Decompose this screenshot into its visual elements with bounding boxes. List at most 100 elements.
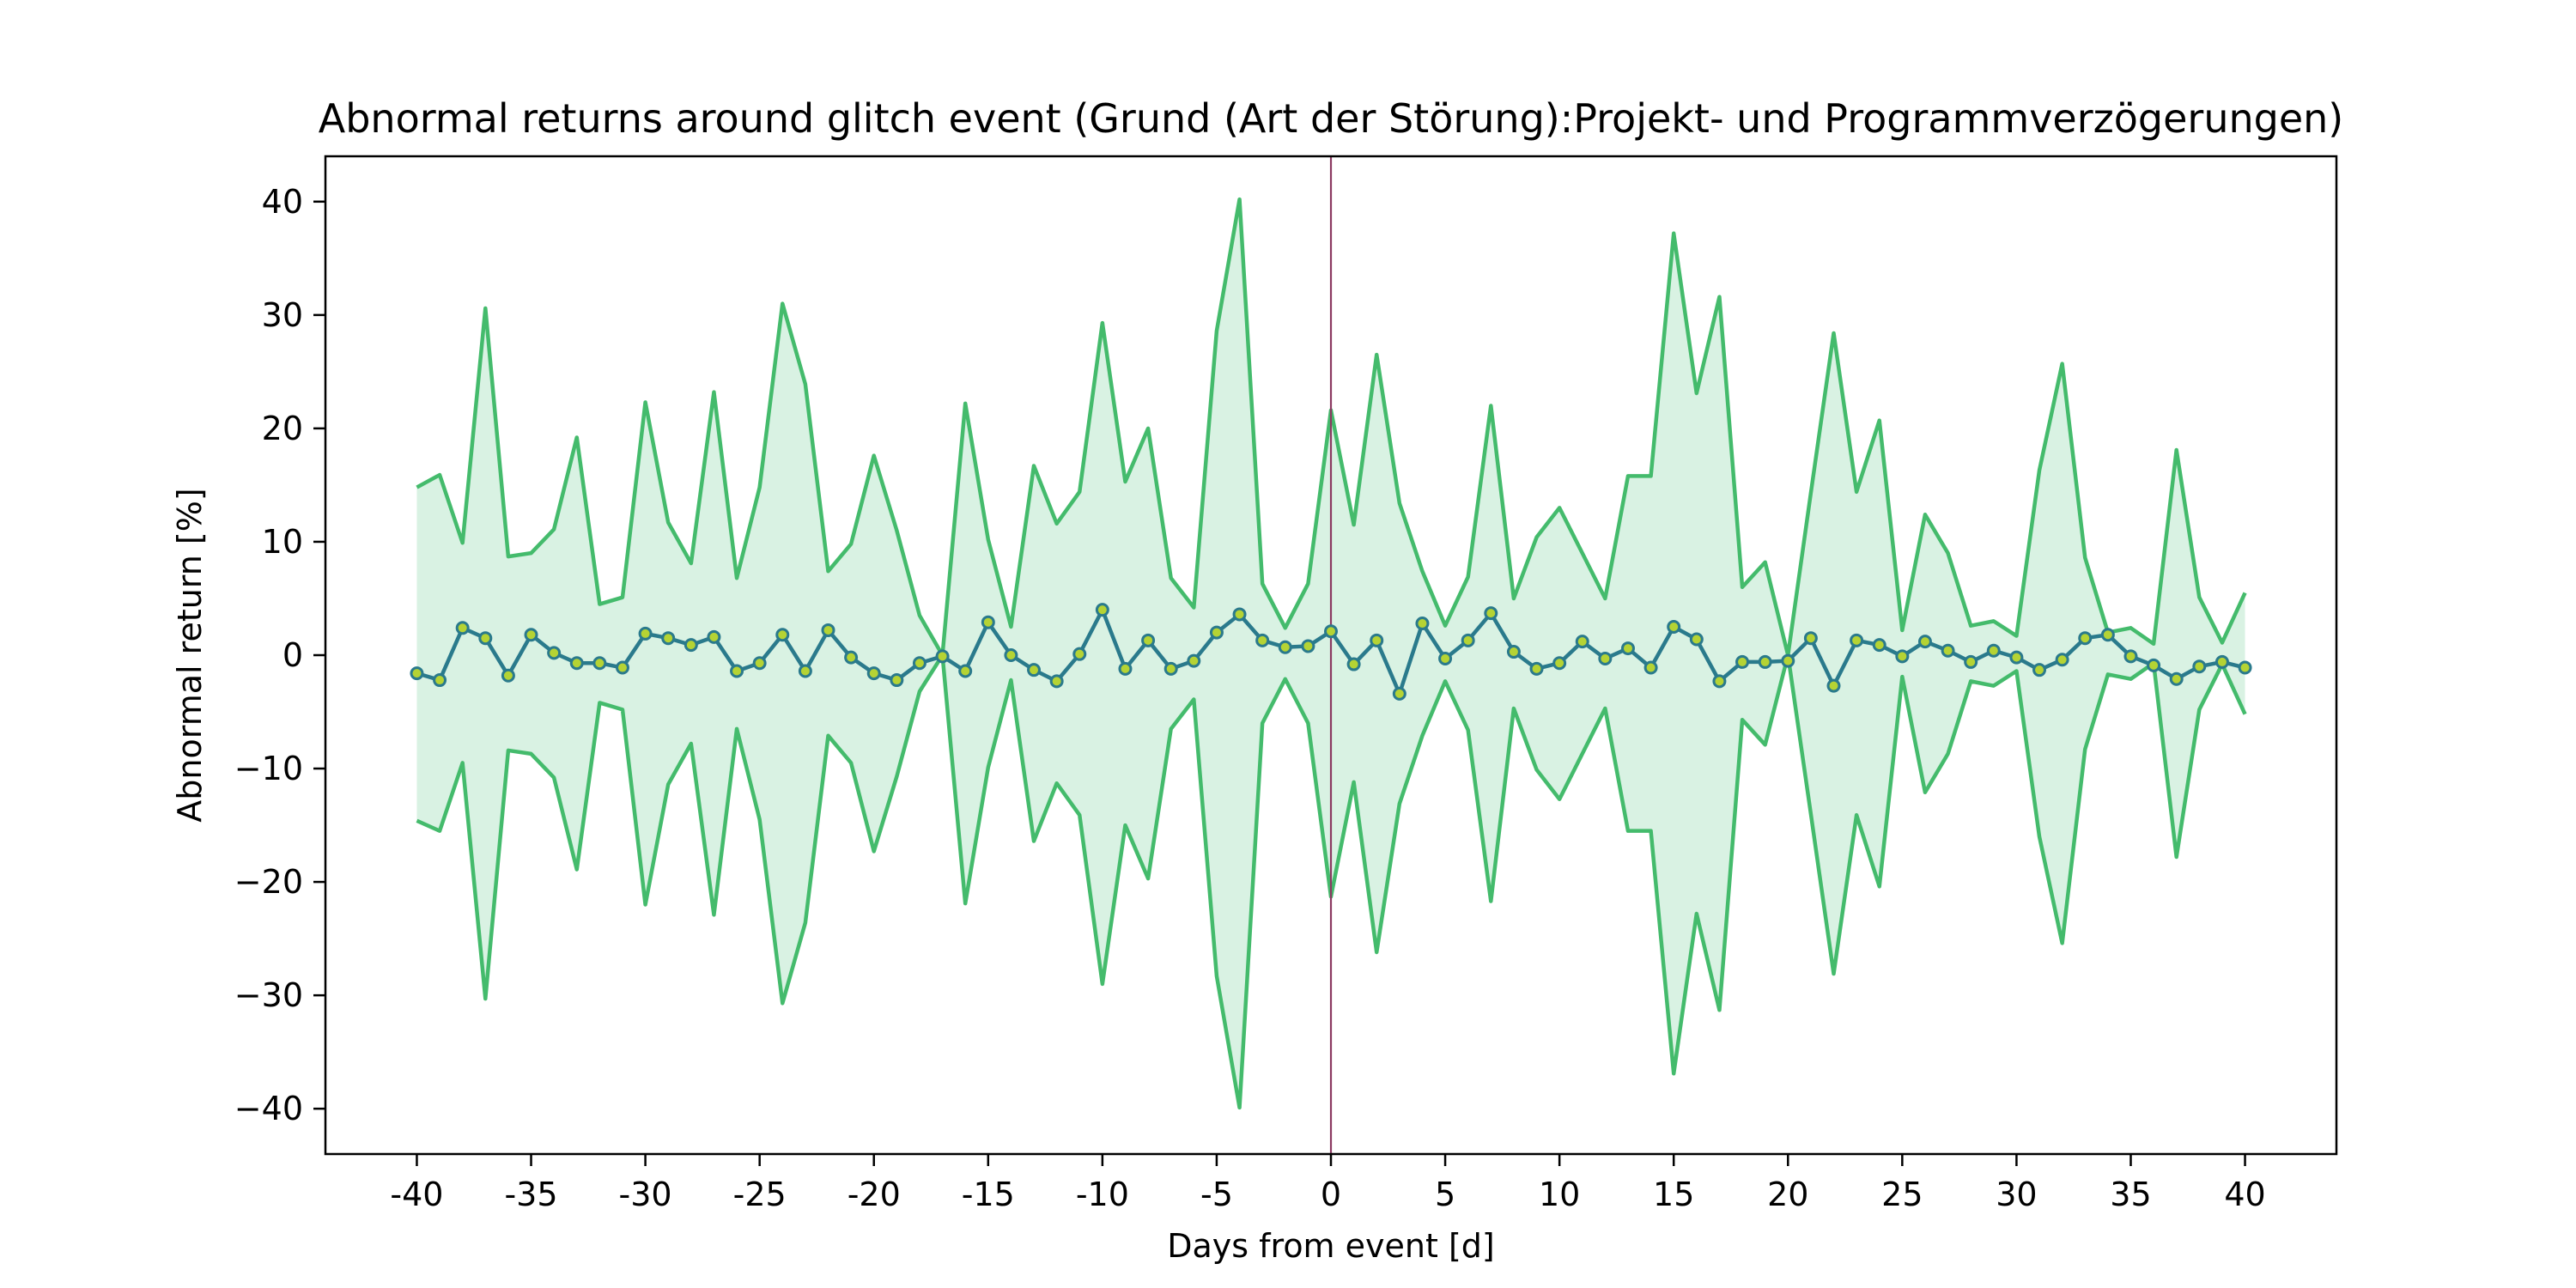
mean-point xyxy=(1049,674,1064,689)
mean-point xyxy=(1895,649,1910,664)
mean-point xyxy=(1072,647,1087,661)
mean-point xyxy=(1370,633,1384,647)
mean-point xyxy=(1529,661,1544,676)
mean-point xyxy=(1438,651,1453,665)
mean-point xyxy=(1781,653,1795,668)
mean-point xyxy=(1552,656,1567,671)
mean-point xyxy=(2215,654,2229,669)
mean-point xyxy=(1415,617,1430,631)
x-axis-label: Days from event [d] xyxy=(1167,1227,1495,1265)
mean-point xyxy=(661,631,676,646)
mean-point xyxy=(1209,625,1224,640)
mean-point xyxy=(912,656,927,671)
mean-point xyxy=(2055,653,2069,667)
mean-point xyxy=(821,623,835,637)
y-tick-label: −30 xyxy=(234,976,303,1014)
y-tick-label: 0 xyxy=(283,636,303,674)
mean-point xyxy=(455,621,470,635)
mean-point xyxy=(524,628,538,642)
y-tick-label: −10 xyxy=(234,750,303,787)
mean-point xyxy=(1712,674,1727,689)
mean-point xyxy=(1689,632,1704,647)
mean-point xyxy=(1575,635,1589,649)
y-axis-label: Abnormal return [%] xyxy=(171,488,209,822)
mean-point xyxy=(1118,661,1133,676)
y-tick-label: −20 xyxy=(234,863,303,901)
mean-point xyxy=(1917,635,1932,649)
x-tick-label: 10 xyxy=(1539,1176,1580,1213)
mean-point xyxy=(410,666,424,681)
mean-point xyxy=(730,664,744,678)
mean-point xyxy=(1941,643,1955,658)
mean-point xyxy=(2009,650,2024,665)
mean-point xyxy=(1461,633,1475,647)
plot-area xyxy=(324,155,2338,1156)
mean-point xyxy=(1506,645,1521,659)
mean-point xyxy=(683,638,698,653)
mean-point xyxy=(1735,654,1750,669)
mean-point xyxy=(844,650,859,665)
mean-point xyxy=(890,673,904,688)
mean-point xyxy=(752,656,767,671)
mean-point xyxy=(615,660,629,675)
x-tick-label: -25 xyxy=(733,1176,787,1213)
mean-point xyxy=(1141,633,1156,647)
mean-point xyxy=(958,664,973,678)
mean-point xyxy=(1598,651,1613,665)
x-tick-label: -40 xyxy=(390,1176,443,1213)
mean-point xyxy=(866,666,881,681)
x-axis: -40 -35 -30 -25 -20 -15 -10 -5 0 5 10 15 20 25 30 35 40 xyxy=(390,1154,2266,1213)
mean-point xyxy=(1095,603,1109,617)
x-tick-label: 15 xyxy=(1653,1176,1694,1213)
mean-point xyxy=(1484,606,1498,621)
mean-point xyxy=(2238,660,2252,675)
mean-point xyxy=(1826,678,1841,693)
mean-point xyxy=(2100,628,2115,642)
y-tick-label: 20 xyxy=(262,410,303,447)
mean-point xyxy=(1163,661,1178,676)
mean-point xyxy=(501,668,515,683)
x-tick-label: -5 xyxy=(1200,1176,1233,1213)
mean-point xyxy=(1278,640,1292,654)
mean-point xyxy=(1803,631,1818,646)
x-tick-label: -35 xyxy=(504,1176,557,1213)
mean-point xyxy=(1346,657,1361,671)
mean-point xyxy=(1872,638,1886,653)
mean-point xyxy=(478,631,493,646)
x-tick-label: 40 xyxy=(2224,1176,2265,1213)
x-tick-label: -20 xyxy=(848,1176,901,1213)
mean-series-group xyxy=(410,603,2252,701)
mean-point xyxy=(2032,663,2047,677)
x-tick-label: 20 xyxy=(1767,1176,1808,1213)
mean-point xyxy=(798,664,812,678)
mean-point xyxy=(1643,660,1658,675)
mean-point xyxy=(1964,654,1978,669)
x-tick-label: -15 xyxy=(962,1176,1015,1213)
mean-point xyxy=(2192,659,2207,674)
mean-point xyxy=(1620,641,1635,656)
x-tick-label: 30 xyxy=(1996,1176,2037,1213)
chart-title: Abnormal returns around glitch event (Gr… xyxy=(319,95,2344,142)
mean-point xyxy=(935,649,950,664)
mean-point xyxy=(1004,648,1018,662)
mean-point xyxy=(569,656,584,671)
mean-point xyxy=(1986,643,2001,658)
mean-point xyxy=(1255,633,1270,647)
mean-point xyxy=(638,626,653,641)
y-tick-label: 40 xyxy=(262,183,303,221)
mean-point xyxy=(1850,633,1864,647)
x-tick-label: 5 xyxy=(1435,1176,1455,1213)
mean-point xyxy=(592,656,607,671)
mean-point xyxy=(2078,631,2093,646)
x-tick-label: 25 xyxy=(1881,1176,1923,1213)
mean-point xyxy=(1324,624,1338,639)
mean-point xyxy=(981,615,995,629)
mean-point xyxy=(1392,686,1406,701)
mean-point xyxy=(2147,658,2161,672)
y-tick-label: −40 xyxy=(234,1090,303,1127)
y-axis: −40 −30 −20 −10 0 10 20 30 40 xyxy=(234,183,325,1127)
mean-point xyxy=(1301,639,1315,653)
mean-point xyxy=(1187,653,1201,668)
x-tick-label: 0 xyxy=(1321,1176,1341,1213)
